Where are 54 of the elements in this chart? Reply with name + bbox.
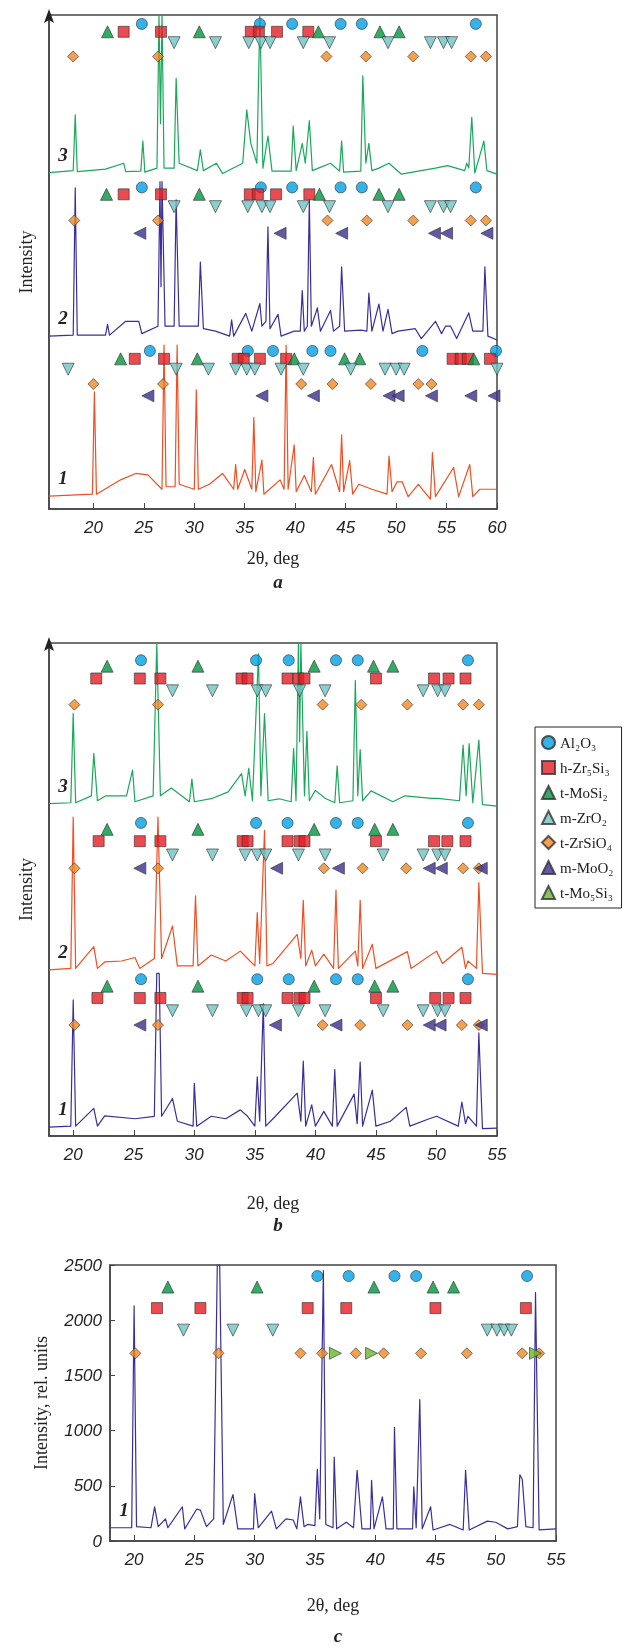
text: c xyxy=(333,1625,343,1646)
x-tick-label: 20 xyxy=(123,1550,145,1569)
x-tick-label: 30 xyxy=(245,1550,265,1569)
y-tick-label: 2500 xyxy=(63,1255,103,1275)
x-axis-title: 2θ, deg xyxy=(306,1595,360,1615)
x-tick-label: 50 xyxy=(427,1145,447,1164)
x-tick-label: 40 xyxy=(305,1145,326,1164)
legend-label: t-Mo₅Si₃ xyxy=(560,884,613,901)
y-tick-label: 1000 xyxy=(64,1421,103,1441)
x-tick-label: 20 xyxy=(82,518,104,537)
legend-label: Al₂O₃ xyxy=(560,734,597,751)
x-tick-label: 25 xyxy=(183,1550,205,1569)
x-tick-label: 40 xyxy=(365,1550,386,1569)
x-tick-label: 20 xyxy=(62,1145,84,1164)
x-tick-label: 25 xyxy=(123,1145,144,1164)
x-tick-label: 45 xyxy=(426,1550,446,1569)
x-tick-label: 45 xyxy=(336,518,356,537)
series-label: 1 xyxy=(119,1498,129,1520)
y-axis-title: Intensity xyxy=(16,230,36,294)
y-axis-title: Intensity xyxy=(16,858,36,921)
x-tick-label: 55 xyxy=(437,518,457,537)
series-label: 1 xyxy=(58,1098,68,1120)
x-tick-label: 30 xyxy=(184,518,205,537)
x-axis-title: 2θ, deg xyxy=(246,1193,300,1213)
text: b xyxy=(273,1214,283,1235)
legend-label: h-Zr₅Si₃ xyxy=(560,759,610,776)
text: a xyxy=(273,571,284,592)
x-tick-label: 45 xyxy=(366,1145,386,1164)
legend-label: t-MoSi₂ xyxy=(560,784,608,801)
x-tick-label: 25 xyxy=(133,518,154,537)
series-label: 1 xyxy=(58,467,68,489)
x-tick-label: 40 xyxy=(285,518,306,537)
series-label: 3 xyxy=(57,143,68,165)
y-tick-label: 0 xyxy=(92,1531,103,1551)
series-label: 3 xyxy=(57,774,68,796)
legend-label: m-ZrO₂ xyxy=(560,809,607,826)
legend-label: t-ZrSiO₄ xyxy=(560,834,612,851)
x-tick-label: 60 xyxy=(487,518,507,537)
x-tick-label: 35 xyxy=(235,518,255,537)
series-label: 2 xyxy=(57,940,69,962)
legend-label: m-MoO₂ xyxy=(560,859,614,876)
y-tick-label: 500 xyxy=(73,1476,103,1496)
x-axis-title: 2θ, deg xyxy=(246,548,300,568)
series-label: 2 xyxy=(57,307,69,329)
x-tick-label: 35 xyxy=(305,1550,325,1569)
x-tick-label: 55 xyxy=(546,1550,566,1569)
y-tick-label: 1500 xyxy=(64,1365,103,1385)
x-tick-label: 55 xyxy=(487,1145,507,1164)
x-tick-label: 50 xyxy=(486,1550,506,1569)
x-tick-label: 35 xyxy=(245,1145,265,1164)
x-tick-label: 30 xyxy=(184,1145,205,1164)
y-axis-title: Intensity, rel. units xyxy=(31,1336,51,1470)
y-tick-label: 2000 xyxy=(63,1310,103,1330)
x-tick-label: 50 xyxy=(386,518,407,537)
